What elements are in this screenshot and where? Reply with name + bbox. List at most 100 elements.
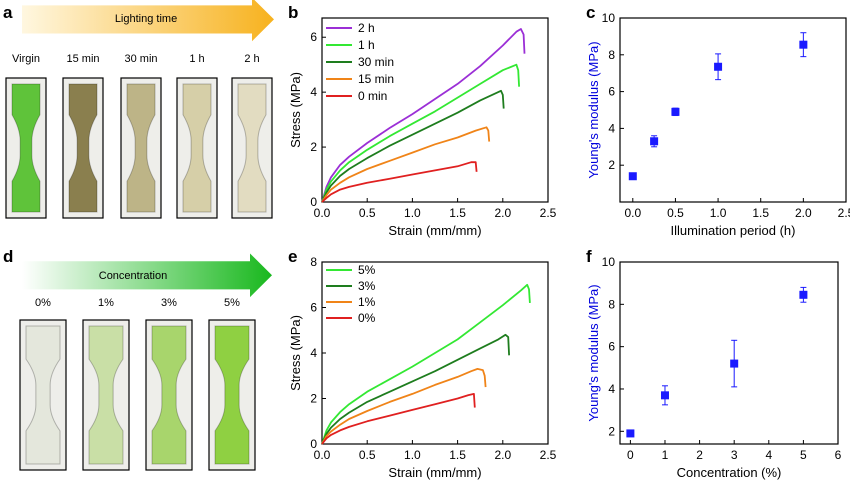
sample-label: 2 h: [244, 53, 259, 65]
x-tick-label: 6: [835, 448, 842, 462]
panel-d-samples: 0% 1% 3% 5%: [19, 297, 256, 471]
sample-specimen: [182, 83, 212, 213]
legend-label: 2 h: [358, 21, 375, 35]
series-line-2-h: [321, 28, 526, 203]
y-tick-label: 6: [310, 301, 317, 315]
panel-a-letter: a: [3, 3, 13, 22]
lighting-time-arrow: [22, 0, 274, 42]
plot-frame: [619, 261, 839, 445]
y-tick-label: 10: [602, 11, 616, 25]
sample-label: 1%: [98, 297, 114, 309]
y-axis-label: Stress (MPa): [288, 72, 303, 148]
series-line-1%: [321, 367, 487, 445]
sample-label: Virgin: [12, 53, 40, 65]
sample-label: 3%: [161, 297, 177, 309]
panel-e-letter: e: [288, 247, 297, 266]
x-tick-label: 3: [731, 448, 738, 462]
x-tick-label: 0: [627, 448, 634, 462]
lighting-time-label: Lighting time: [115, 13, 177, 25]
y-tick-label: 4: [608, 382, 615, 396]
sample-label: 30 min: [124, 53, 157, 65]
y-tick-label: 10: [602, 255, 616, 269]
data-point: [628, 172, 637, 181]
panel-b-letter: b: [288, 3, 298, 22]
data-point: [730, 359, 739, 368]
sample-specimen: [237, 83, 267, 213]
x-tick-label: 1: [662, 448, 669, 462]
sample-specimen: [25, 325, 61, 465]
x-tick-label: 4: [765, 448, 772, 462]
panel-d-letter: d: [3, 247, 13, 266]
y-tick-label: 2: [608, 424, 615, 438]
y-tick-label: 2: [310, 392, 317, 406]
y-tick-label: 6: [310, 30, 317, 44]
y-tick-label: 0: [310, 195, 317, 209]
panel-d: d Concentration 0% 1% 3% 5%: [3, 247, 272, 471]
x-tick-label: 1.0: [404, 448, 421, 462]
y-tick-label: 4: [310, 346, 317, 360]
sample-specimen: [68, 83, 98, 213]
x-axis-label: Concentration (%): [677, 465, 782, 480]
sample-label: 1 h: [189, 53, 204, 65]
x-tick-label: 0.5: [359, 448, 376, 462]
x-tick-label: 0.5: [667, 206, 684, 220]
x-tick-label: 1.0: [710, 206, 727, 220]
panel-f-letter: f: [586, 247, 592, 266]
chart-c: c 0.0 0.5 1.0 1.5 2.0 2.5 2 4 6 8 10 Illumination pe…: [586, 3, 850, 238]
panel-a: a Lighting time Virgin 15 min 30 min 1 h 2 h: [3, 0, 274, 219]
y-axis-label: Young's modulus (MPa): [586, 41, 601, 178]
y-tick-label: 8: [608, 297, 615, 311]
series-line-3%: [321, 333, 510, 445]
y-tick-label: 4: [608, 121, 615, 135]
legend-label: 1%: [358, 295, 376, 309]
series-line-0-min: [321, 161, 478, 203]
concentration-arrow: [22, 253, 272, 298]
sample-specimen: [11, 83, 41, 213]
sample-label: 15 min: [66, 53, 99, 65]
legend-label: 0%: [358, 311, 376, 325]
legend-label: 0 min: [358, 89, 387, 103]
series-line-30-min: [321, 89, 505, 203]
y-axis-label: Young's modulus (MPa): [586, 284, 601, 421]
series-line-0%: [321, 392, 476, 445]
legend-label: 5%: [358, 263, 376, 277]
series-line-15-min: [321, 126, 491, 203]
chart-f: f 0 1 2 3 4 5 6 2 4 6 8 10 Concentration (%) Young's m…: [586, 247, 842, 480]
x-tick-label: 2.0: [494, 206, 511, 220]
data-point: [714, 62, 723, 71]
sample-label: 0%: [35, 297, 51, 309]
x-axis-label: Strain (mm/mm): [388, 223, 481, 238]
y-tick-label: 8: [608, 48, 615, 62]
x-tick-label: 2: [696, 448, 703, 462]
sample-specimen: [151, 325, 187, 465]
legend-label: 1 h: [358, 38, 375, 52]
x-axis-label: Illumination period (h): [670, 223, 795, 238]
x-tick-label: 0.0: [314, 448, 331, 462]
x-tick-label: 1.5: [752, 206, 769, 220]
x-tick-label: 0.5: [359, 206, 376, 220]
y-tick-label: 6: [608, 340, 615, 354]
data-point: [660, 391, 669, 400]
x-tick-label: 0.0: [624, 206, 641, 220]
data-point: [799, 40, 808, 49]
sample-specimen: [88, 325, 124, 465]
y-tick-label: 2: [608, 158, 615, 172]
sample-specimen: [126, 83, 156, 213]
y-axis-label: Stress (MPa): [288, 315, 303, 391]
y-tick-label: 6: [608, 85, 615, 99]
x-tick-label: 0.0: [314, 206, 331, 220]
plot-frame: [619, 17, 847, 203]
x-tick-label: 2.5: [838, 206, 850, 220]
sample-label: 5%: [224, 297, 240, 309]
x-tick-label: 1.0: [404, 206, 421, 220]
legend-label: 15 min: [358, 72, 394, 86]
x-tick-label: 2.5: [540, 206, 557, 220]
data-point: [671, 107, 680, 116]
data-point: [799, 290, 808, 299]
chart-e: e 0.0 0.5 1.0 1.5 2.0 2.5 0 2 4 6 8 Strain (mm/mm) St…: [288, 247, 557, 480]
legend-label: 30 min: [358, 55, 394, 69]
x-tick-label: 2.0: [795, 206, 812, 220]
series-line-1-h: [321, 63, 520, 203]
chart-b: b 0.0 0.5 1.0 1.5 2.0 2.5 0 2 4 6 Strain (mm/mm) Str…: [288, 3, 557, 238]
concentration-label: Concentration: [99, 270, 168, 282]
